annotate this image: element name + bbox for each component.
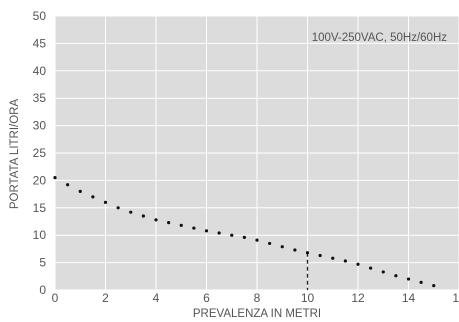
x-tick-label: 14 (402, 291, 416, 305)
data-point (255, 238, 259, 242)
data-point (369, 266, 373, 270)
y-tick-label: 10 (33, 228, 47, 242)
y-tick-label: 30 (33, 119, 47, 133)
data-point (406, 277, 411, 281)
y-tick-label: 40 (33, 64, 47, 78)
data-point (66, 183, 70, 187)
data-point (331, 256, 335, 260)
data-point (356, 262, 360, 266)
data-point (103, 200, 108, 204)
data-point (217, 231, 221, 235)
x-tick-label: 8 (254, 291, 261, 305)
data-point (141, 214, 145, 218)
y-tick-label: 15 (33, 201, 47, 215)
data-point (343, 259, 347, 263)
data-point (394, 274, 398, 278)
y-tick-label: 0 (39, 283, 46, 297)
data-point (91, 195, 95, 199)
data-point (432, 284, 436, 288)
data-point (381, 270, 385, 274)
data-point (78, 189, 82, 193)
y-tick-label: 35 (33, 91, 47, 105)
x-tick-label: 10 (301, 291, 315, 305)
data-point (204, 229, 209, 233)
data-point (179, 223, 183, 227)
x-tick-label: 2 (102, 291, 109, 305)
data-point (268, 241, 272, 246)
data-point (305, 251, 310, 255)
x-tick-label: 0 (52, 291, 59, 305)
data-point (116, 206, 120, 210)
data-point (419, 280, 423, 284)
data-point (53, 176, 57, 180)
y-tick-label: 45 (33, 36, 47, 50)
data-point (230, 233, 234, 237)
x-tick-label: 16 (452, 291, 459, 305)
y-tick-labels: 0 5 10 15 20 25 30 35 40 45 50 (33, 9, 47, 297)
data-point (293, 248, 297, 252)
y-tick-label: 5 (39, 256, 46, 270)
data-point (129, 210, 133, 214)
y-axis-title: PORTATA LITRI/ORA (9, 99, 21, 210)
x-tick-label: 12 (351, 291, 365, 305)
x-tick-label: 6 (203, 291, 210, 305)
data-point (154, 218, 158, 222)
y-tick-label: 20 (33, 173, 47, 187)
data-point (242, 235, 246, 239)
data-point (318, 253, 322, 258)
data-point (280, 245, 284, 249)
y-tick-label: 25 (33, 146, 47, 160)
data-point (192, 226, 196, 230)
y-tick-label: 50 (33, 9, 47, 23)
chart-annotation: 100V-250VAC, 50Hz/60Hz (312, 32, 448, 44)
x-tick-labels: 0 2 4 6 8 10 12 14 16 (52, 291, 459, 305)
x-axis-title: PREVALENZA IN METRI (193, 308, 321, 320)
x-tick-label: 4 (153, 291, 160, 305)
data-point (167, 220, 171, 225)
grid-lines (54, 15, 459, 291)
data-points (53, 176, 436, 288)
